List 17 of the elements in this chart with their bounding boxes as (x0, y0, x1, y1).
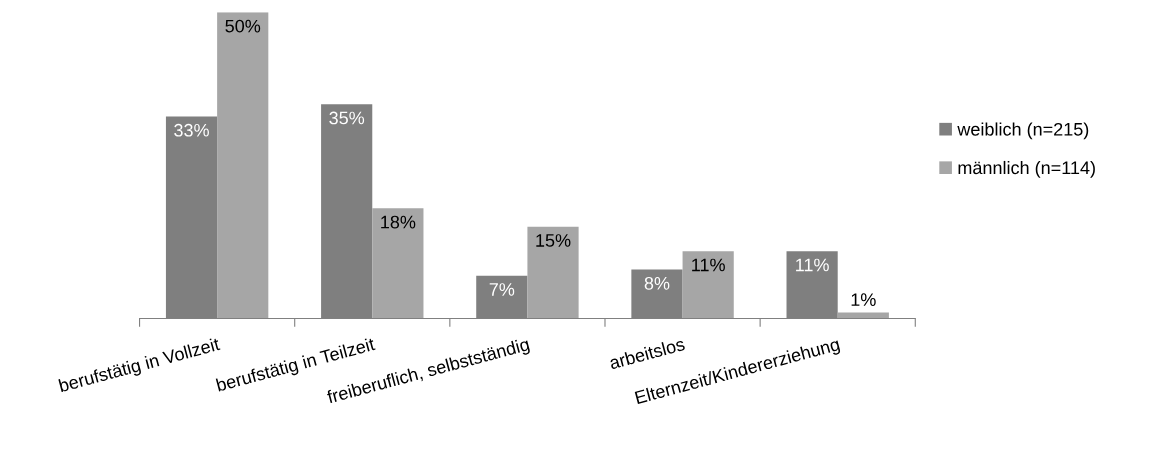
data-label: 35% (329, 111, 365, 125)
data-label: 50% (225, 19, 261, 33)
data-label: 11% (692, 258, 725, 272)
bar (682, 251, 734, 319)
bar (837, 312, 889, 319)
legend-label: weiblich (n=215) (957, 122, 1089, 140)
data-label: 7% (489, 283, 515, 296)
bar (527, 226, 579, 319)
legend-label: männlich (n=114) (958, 160, 1095, 178)
data-label: 8% (644, 276, 670, 290)
bar (217, 12, 269, 319)
data-label: 33% (174, 123, 209, 137)
data-label: 11% (796, 258, 829, 272)
bar (372, 208, 424, 319)
data-label: 15% (536, 234, 571, 247)
data-label: 1% (851, 293, 876, 306)
data-label: 18% (381, 215, 416, 229)
